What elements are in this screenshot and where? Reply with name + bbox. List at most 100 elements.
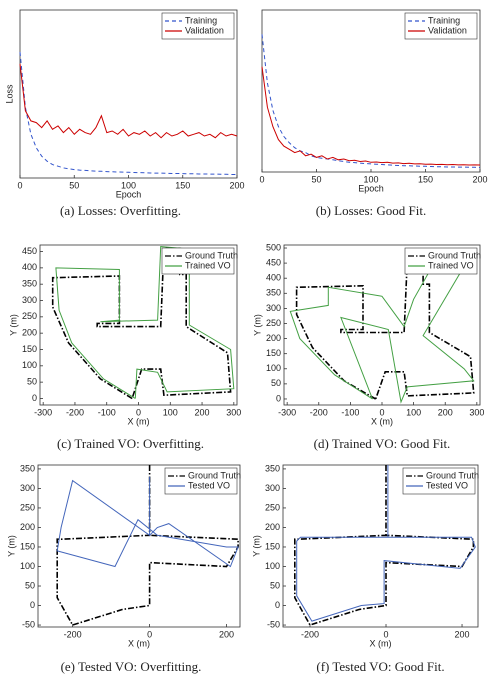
legend-label: Tested VO xyxy=(188,480,230,490)
x-tick-label: 200 xyxy=(438,407,453,417)
legend-label: Ground Truth xyxy=(185,250,238,260)
y-tick-label: 100 xyxy=(266,363,281,373)
y-tick-label: 100 xyxy=(20,561,35,571)
x-tick-label: 300 xyxy=(226,407,241,417)
y-tick-label: 250 xyxy=(265,502,280,512)
legend-label: Ground Truth xyxy=(188,470,241,480)
y-tick-label: 500 xyxy=(266,242,281,252)
y-tick-label: 200 xyxy=(20,522,35,532)
legend-label: Ground Truth xyxy=(426,470,479,480)
x-axis-label: Epoch xyxy=(358,183,384,193)
caption: (e) Tested VO: Overfitting. xyxy=(61,659,202,674)
y-tick-label: 350 xyxy=(20,463,35,473)
caption: (a) Losses: Overfitting. xyxy=(60,203,181,218)
y-tick-label: 400 xyxy=(266,273,281,283)
y-tick-label: 0 xyxy=(276,393,281,403)
x-tick-label: 150 xyxy=(418,174,433,184)
y-tick-label: 300 xyxy=(266,303,281,313)
y-tick-label: 150 xyxy=(266,348,281,358)
y-tick-label: 0 xyxy=(275,600,280,610)
x-tick-label: 0 xyxy=(17,180,22,190)
y-axis-label: Y (m) xyxy=(251,535,261,557)
legend-label: Ground Truth xyxy=(428,250,481,260)
x-tick-label: 0 xyxy=(379,407,384,417)
y-tick-label: 150 xyxy=(22,344,37,354)
y-tick-label: 50 xyxy=(25,580,35,590)
x-tick-label: 100 xyxy=(406,407,421,417)
series-line xyxy=(55,246,235,399)
y-tick-label: 300 xyxy=(20,483,35,493)
legend-box xyxy=(404,12,478,40)
y-tick-label: 350 xyxy=(266,288,281,298)
y-tick-label: 50 xyxy=(270,580,280,590)
legend-label: Tested VO xyxy=(426,480,468,490)
x-tick-label: 100 xyxy=(363,174,378,184)
y-axis-label: Y (m) xyxy=(6,535,16,557)
series-line xyxy=(261,66,481,166)
y-tick-label: 350 xyxy=(265,463,280,473)
x-tick-label: 50 xyxy=(311,174,321,184)
x-tick-label: -100 xyxy=(341,407,359,417)
y-tick-label: 200 xyxy=(266,333,281,343)
y-tick-label: 50 xyxy=(271,378,281,388)
y-tick-label: 100 xyxy=(265,561,280,571)
legend-box xyxy=(161,12,235,40)
y-axis-label: Loss xyxy=(4,84,14,104)
y-tick-label: 200 xyxy=(265,522,280,532)
series-line xyxy=(56,476,239,568)
series-line xyxy=(296,465,476,622)
y-tick-label: 450 xyxy=(22,246,37,256)
legend-label: Validation xyxy=(185,25,224,35)
caption: (b) Losses: Good Fit. xyxy=(316,203,427,218)
y-tick-label: -50 xyxy=(267,619,280,629)
x-tick-label: 0 xyxy=(259,174,264,184)
x-tick-label: 0 xyxy=(136,407,141,417)
legend-label: Training xyxy=(428,15,460,25)
y-axis-label: Y (m) xyxy=(8,314,18,336)
y-tick-label: 0 xyxy=(30,600,35,610)
x-tick-label: 200 xyxy=(219,629,234,639)
y-tick-label: 0 xyxy=(32,393,37,403)
x-tick-label: -300 xyxy=(278,407,296,417)
y-tick-label: 350 xyxy=(22,279,37,289)
y-tick-label: 300 xyxy=(22,295,37,305)
x-tick-label: 100 xyxy=(121,180,136,190)
y-tick-label: 400 xyxy=(22,262,37,272)
plot-frame xyxy=(37,464,241,628)
x-tick-label: 300 xyxy=(469,407,484,417)
x-axis-label: Epoch xyxy=(116,189,142,199)
x-tick-label: -200 xyxy=(301,629,319,639)
legend-box xyxy=(402,467,476,495)
series-line xyxy=(51,247,232,400)
x-axis-label: X (m) xyxy=(128,416,150,426)
y-axis-label: Y (m) xyxy=(252,314,262,336)
caption: (c) Trained VO: Overfitting. xyxy=(57,436,204,451)
legend-label: Validation xyxy=(428,25,467,35)
x-tick-label: 0 xyxy=(147,629,152,639)
series-line xyxy=(19,63,238,139)
x-tick-label: -100 xyxy=(98,407,116,417)
x-tick-label: 50 xyxy=(69,180,79,190)
caption: (f) Tested VO: Good Fit. xyxy=(316,659,444,674)
y-tick-label: 50 xyxy=(27,377,37,387)
x-axis-label: X (m) xyxy=(128,638,150,648)
x-tick-label: 100 xyxy=(163,407,178,417)
y-tick-label: 450 xyxy=(266,257,281,267)
series-line xyxy=(19,51,237,175)
y-tick-label: 150 xyxy=(265,541,280,551)
y-tick-label: 200 xyxy=(22,328,37,338)
x-axis-label: X (m) xyxy=(371,416,393,426)
x-tick-label: 200 xyxy=(455,629,470,639)
x-axis-label: X (m) xyxy=(370,638,392,648)
x-tick-label: -200 xyxy=(64,629,82,639)
y-tick-label: 250 xyxy=(22,311,37,321)
x-tick-label: -200 xyxy=(66,407,84,417)
legend-box xyxy=(161,247,235,275)
legend-label: Training xyxy=(185,15,217,25)
x-tick-label: 200 xyxy=(472,174,487,184)
y-tick-label: 150 xyxy=(20,541,35,551)
y-tick-label: -50 xyxy=(22,619,35,629)
caption: (d) Trained VO: Good Fit. xyxy=(314,436,451,451)
y-tick-label: 100 xyxy=(22,360,37,370)
